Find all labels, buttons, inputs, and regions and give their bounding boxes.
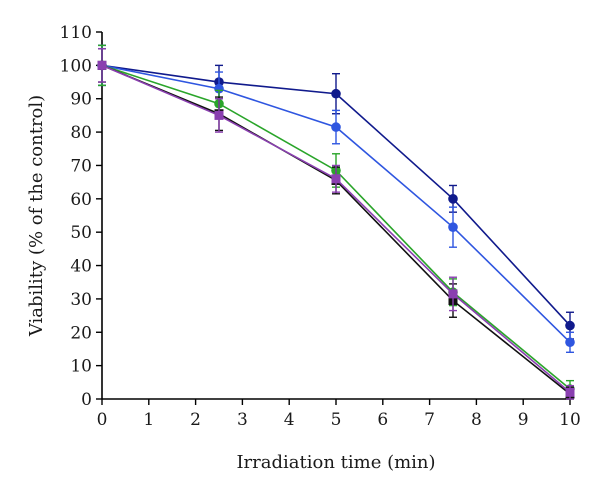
data-point xyxy=(214,110,224,120)
x-tick-label: 0 xyxy=(97,410,108,430)
data-point xyxy=(565,320,575,331)
x-tick-label: 5 xyxy=(331,410,342,430)
y-tick-label: 30 xyxy=(70,290,92,310)
x-tick-label: 4 xyxy=(284,410,295,430)
y-axis-title: Viability (% of the control) xyxy=(26,95,47,337)
data-point xyxy=(214,83,224,94)
series-layer xyxy=(97,44,575,400)
y-tick-label: 50 xyxy=(70,223,92,243)
data-point xyxy=(331,174,341,184)
y-tick-label: 100 xyxy=(60,56,92,76)
y-tick-label: 80 xyxy=(70,123,92,143)
data-point xyxy=(565,387,575,397)
x-tick-label: 10 xyxy=(559,410,581,430)
x-tick-label: 8 xyxy=(471,410,482,430)
x-tick-label: 6 xyxy=(377,410,388,430)
y-tick-label: 70 xyxy=(70,156,92,176)
y-tick-label: 60 xyxy=(70,190,92,210)
data-point xyxy=(448,289,458,299)
x-tick-label: 3 xyxy=(237,410,248,430)
x-axis-title: Irradiation time (min) xyxy=(236,452,435,473)
y-tick-label: 40 xyxy=(70,257,92,277)
y-tick-label: 20 xyxy=(70,323,92,343)
y-tick-label: 0 xyxy=(81,390,92,410)
data-point xyxy=(331,122,341,132)
series-5 xyxy=(97,47,575,400)
data-point xyxy=(448,222,458,232)
x-tick-label: 2 xyxy=(190,410,201,430)
y-tick-label: 90 xyxy=(70,90,92,110)
y-tick-label: 110 xyxy=(60,23,92,43)
x-tick-label: 7 xyxy=(424,410,435,430)
data-point xyxy=(331,88,341,99)
x-tick-label: 1 xyxy=(143,410,154,430)
data-point xyxy=(448,194,458,204)
x-tick-label: 9 xyxy=(518,410,529,430)
y-tick-label: 10 xyxy=(70,357,92,377)
data-point xyxy=(97,60,107,70)
data-point xyxy=(565,337,575,348)
